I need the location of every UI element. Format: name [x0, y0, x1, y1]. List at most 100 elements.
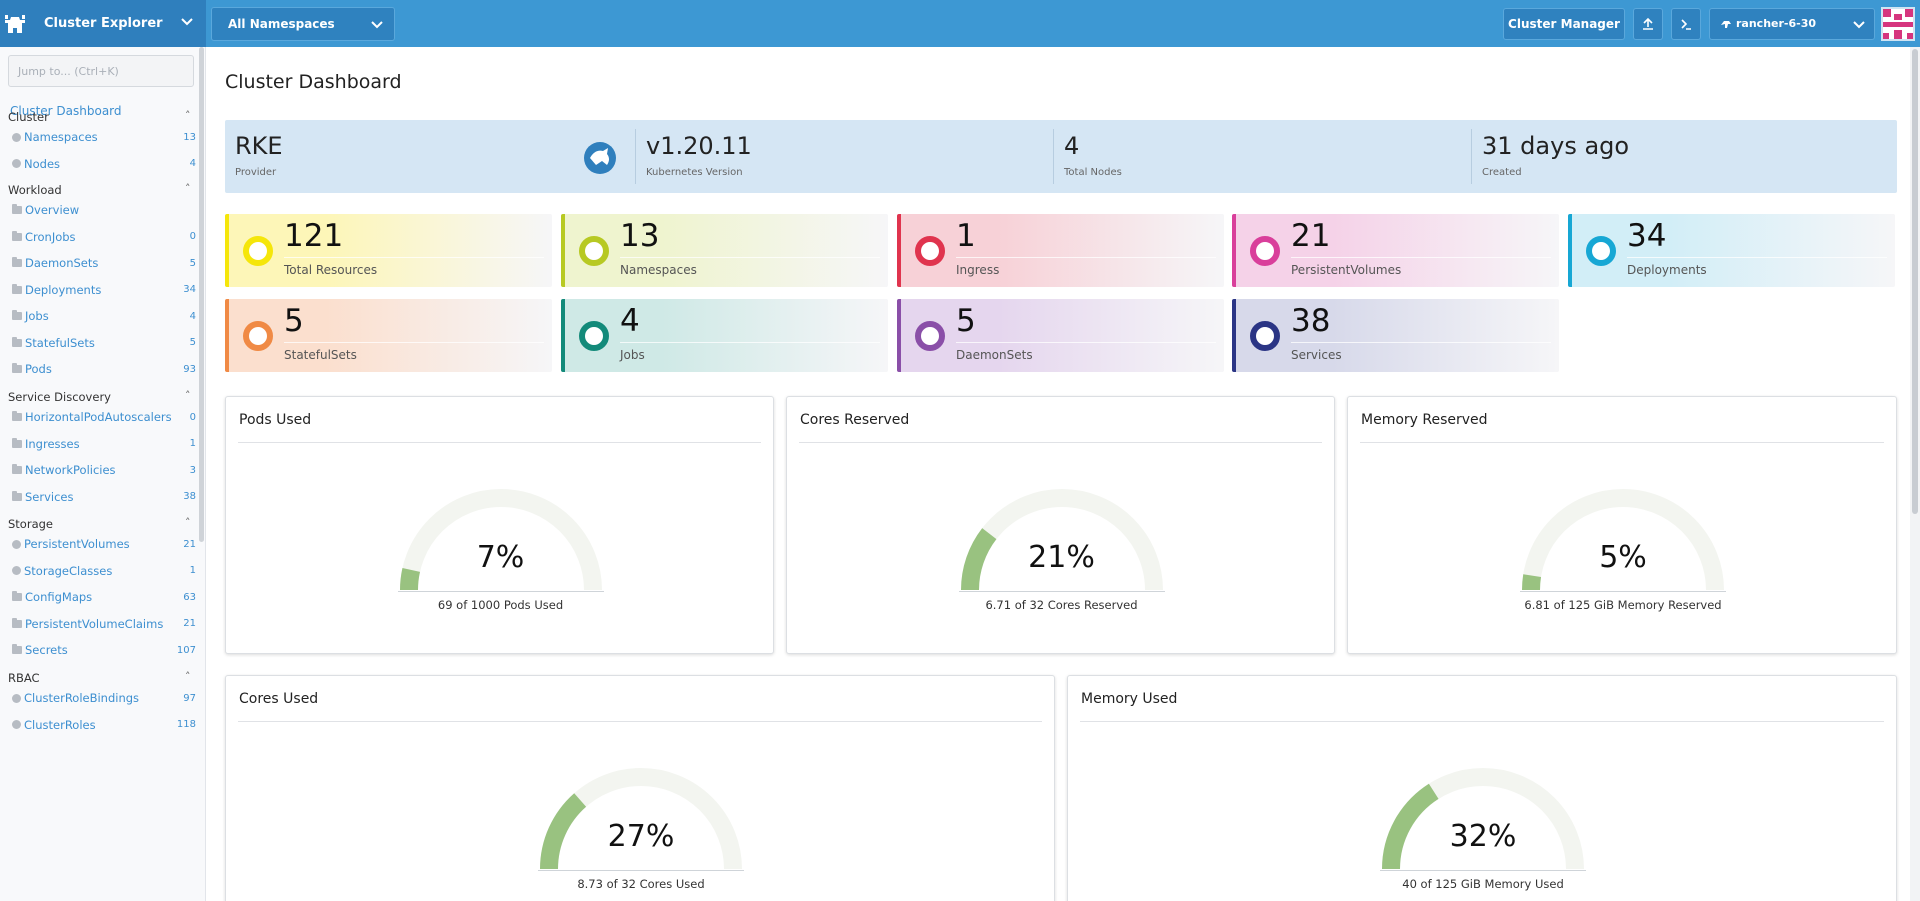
sidebar-item-count: 93: [183, 363, 196, 375]
cluster-select[interactable]: rancher-6-30: [1709, 7, 1875, 40]
count-value: 121: [284, 218, 344, 254]
gauge-fill: [1382, 783, 1439, 869]
gauge-divider: [238, 442, 761, 443]
count-card-services[interactable]: 38 Services: [1232, 299, 1559, 372]
sidebar-item-horizontalpodautoscalers[interactable]: HorizontalPodAutoscalers 0: [12, 408, 196, 426]
cluster-explorer-menu[interactable]: Cluster Explorer: [0, 0, 206, 47]
sidebar-group-title[interactable]: Workload: [8, 183, 62, 197]
sidebar-item-services[interactable]: Services 38: [12, 488, 196, 506]
sidebar-item-persistentvolumeclaims[interactable]: PersistentVolumeClaims 21: [12, 615, 196, 633]
gauge-fill: [399, 567, 420, 590]
card-divider: [620, 342, 880, 343]
count-card-namespaces[interactable]: 13 Namespaces: [561, 214, 888, 287]
terminal-icon: [1681, 18, 1691, 30]
sidebar-item-daemonsets[interactable]: DaemonSets 5: [12, 254, 196, 272]
gauge-caption: 6.81 of 125 GiB Memory Reserved: [1524, 598, 1722, 612]
count-card-persistentvolumes[interactable]: 21 PersistentVolumes: [1232, 214, 1559, 287]
count-label: Services: [1291, 348, 1342, 362]
cluster-dashboard-link[interactable]: Cluster Dashboard: [10, 104, 122, 118]
collapse-caret-icon[interactable]: ˄: [185, 670, 191, 683]
circle-icon: [12, 159, 21, 168]
jump-to-input[interactable]: Jump to... (Ctrl+K): [8, 55, 194, 87]
gauge-baseline: [538, 870, 744, 871]
sidebar-item-secrets[interactable]: Secrets 107: [12, 641, 196, 659]
sidebar-item-statefulsets[interactable]: StatefulSets 5: [12, 334, 196, 352]
card-divider: [1291, 257, 1551, 258]
sidebar-item-count: 0: [189, 231, 196, 242]
namespace-select[interactable]: All Namespaces: [211, 6, 395, 41]
gauge-title: Memory Used: [1081, 691, 1178, 707]
count-value: 38: [1291, 303, 1331, 339]
sidebar-item-label: ConfigMaps: [25, 590, 93, 604]
count-value: 1: [956, 218, 976, 254]
sidebar-item-persistentvolumes[interactable]: PersistentVolumes 21: [12, 535, 196, 553]
sidebar-item-nodes[interactable]: Nodes 4: [12, 155, 196, 173]
folder-icon: [12, 363, 22, 373]
divider: [1053, 129, 1054, 184]
gauge-fill: [540, 793, 587, 869]
gauge-track: [399, 489, 602, 590]
main-scrollbar[interactable]: [1910, 47, 1920, 901]
sidebar-group-title[interactable]: Cluster: [8, 110, 49, 124]
card-divider: [620, 257, 880, 258]
card-divider: [956, 342, 1216, 343]
collapse-caret-icon[interactable]: ˄: [185, 182, 191, 195]
count-card-daemonsets[interactable]: 5 DaemonSets: [897, 299, 1224, 372]
sidebar-item-count: 63: [183, 591, 196, 603]
gauge-percent: 32%: [1449, 819, 1517, 854]
collapse-caret-icon[interactable]: ˄: [185, 516, 191, 529]
card-divider: [284, 257, 544, 258]
sidebar-item-pods[interactable]: Pods 93: [12, 360, 196, 378]
count-label: Deployments: [1627, 263, 1707, 277]
sidebar-item-clusterrolebindings[interactable]: ClusterRoleBindings 97: [12, 689, 196, 707]
collapse-caret-icon[interactable]: ˄: [185, 389, 191, 402]
sidebar-scrollbar[interactable]: [199, 47, 204, 542]
sidebar-item-label: DaemonSets: [25, 256, 99, 270]
sidebar-item-label: Ingresses: [25, 436, 80, 451]
sidebar-item-label: NetworkPolicies: [25, 463, 116, 477]
sidebar-item-count: 5: [189, 337, 196, 348]
cluster-icon: [1721, 20, 1731, 28]
ring-icon: [579, 321, 609, 351]
sidebar-item-networkpolicies[interactable]: NetworkPolicies 3: [12, 461, 196, 479]
sidebar-item-label: Pods: [25, 362, 52, 376]
count-card-ingress[interactable]: 1 Ingress: [897, 214, 1224, 287]
sidebar-item-label: Deployments: [25, 282, 102, 297]
sidebar-group-title[interactable]: RBAC: [8, 671, 40, 685]
user-avatar[interactable]: [1881, 6, 1915, 41]
gauge-arc: [1521, 489, 1724, 590]
count-card-jobs[interactable]: 4 Jobs: [561, 299, 888, 372]
gauge-divider: [238, 721, 1042, 722]
ring-icon: [579, 236, 609, 266]
gauge-baseline: [1520, 591, 1726, 592]
card-divider: [1291, 342, 1551, 343]
sidebar-item-cronjobs[interactable]: CronJobs 0: [12, 228, 196, 246]
sidebar-item-namespaces[interactable]: Namespaces 13: [12, 128, 196, 146]
count-label: Ingress: [956, 263, 1000, 277]
count-card-total resources[interactable]: 121 Total Resources: [225, 214, 552, 287]
gauge-title: Pods Used: [239, 412, 312, 428]
upload-button[interactable]: [1633, 7, 1663, 40]
sidebar-item-overview[interactable]: Overview: [12, 201, 196, 219]
count-label: StatefulSets: [284, 348, 357, 362]
sidebar-item-storageclasses[interactable]: StorageClasses 1: [12, 562, 196, 580]
sidebar-item-deployments[interactable]: Deployments 34: [12, 281, 196, 299]
sidebar-group-title[interactable]: Service Discovery: [8, 390, 111, 404]
count-label: Jobs: [620, 348, 645, 362]
sidebar-item-label: StatefulSets: [25, 335, 95, 350]
sidebar-item-configmaps[interactable]: ConfigMaps 63: [12, 588, 196, 606]
provider-label: Provider: [235, 167, 277, 178]
sidebar-group-title[interactable]: Storage: [8, 517, 53, 531]
cow-logo-icon: [5, 14, 25, 33]
count-value: 5: [956, 303, 976, 339]
sidebar-item-jobs[interactable]: Jobs 4: [12, 307, 196, 325]
collapse-caret-icon[interactable]: ˄: [185, 109, 191, 122]
sidebar-item-ingresses[interactable]: Ingresses 1: [12, 435, 196, 453]
kubectl-shell-button[interactable]: [1671, 7, 1701, 40]
cluster-manager-button[interactable]: Cluster Manager: [1503, 7, 1625, 40]
scrollbar-thumb[interactable]: [1912, 49, 1918, 514]
count-card-statefulsets[interactable]: 5 StatefulSets: [225, 299, 552, 372]
sidebar-item-count: 0: [189, 411, 196, 423]
sidebar-item-clusterroles[interactable]: ClusterRoles 118: [12, 716, 196, 734]
count-card-deployments[interactable]: 34 Deployments: [1568, 214, 1895, 287]
